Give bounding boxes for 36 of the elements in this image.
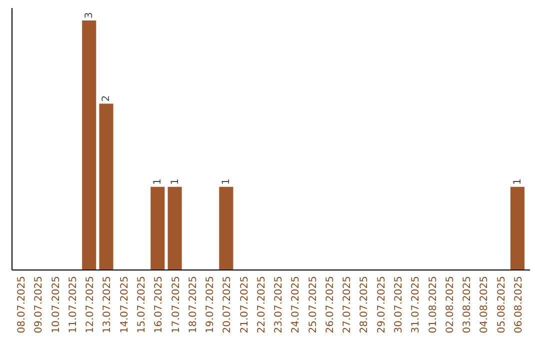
data-label: 1 — [152, 178, 164, 185]
x-tick-label: 13.07.2025 — [102, 276, 114, 334]
x-tick-label: 29.07.2025 — [376, 276, 388, 334]
x-tick-label: 21.07.2025 — [239, 276, 250, 334]
x-tick-label: 28.07.2025 — [359, 276, 370, 334]
x-tick-label: 30.07.2025 — [394, 276, 404, 334]
data-label: 2 — [101, 95, 112, 102]
x-tick-label: 26.07.2025 — [324, 276, 336, 334]
x-tick-label: 16.07.2025 — [154, 276, 165, 334]
data-label: 1 — [221, 178, 232, 185]
x-tick-label: 15.07.2025 — [136, 276, 148, 334]
x-tick-label: 19.07.2025 — [205, 276, 216, 334]
x-tick-label: 25.07.2025 — [308, 276, 319, 334]
x-tick-label: 12.07.2025 — [85, 276, 96, 334]
data-label: 3 — [84, 12, 96, 18]
data-label: 1 — [170, 178, 181, 185]
data-label: 1 — [512, 178, 524, 185]
x-tick-label: 27.07.2025 — [342, 276, 354, 334]
x-tick-label: 05.08.2025 — [496, 276, 508, 334]
x-tick-label: 14.07.2025 — [119, 276, 130, 334]
x-tick-label: 10.07.2025 — [50, 276, 62, 334]
x-tick-label: 24.07.2025 — [290, 276, 302, 334]
x-tick-label: 31.07.2025 — [410, 276, 422, 334]
x-tick-label: 17.07.2025 — [170, 276, 182, 334]
x-tick-label: 11.07.2025 — [68, 276, 79, 334]
x-tick-label: 09.07.2025 — [34, 276, 45, 334]
x-tick-label: 20.07.2025 — [222, 276, 234, 334]
x-tick-label: 02.08.2025 — [444, 276, 456, 334]
x-tick-label: 22.07.2025 — [256, 276, 268, 334]
x-tick-label: 03.08.2025 — [462, 276, 474, 334]
x-tick-label: 01.08.2025 — [428, 276, 439, 334]
x-tick-label: 18.07.2025 — [188, 276, 199, 334]
x-tick-label: 23.07.2025 — [274, 276, 285, 334]
x-tick-label: 04.08.2025 — [479, 276, 490, 334]
x-tick-label: 08.07.2025 — [16, 276, 28, 334]
x-tick-label: 06.08.2025 — [513, 276, 524, 334]
